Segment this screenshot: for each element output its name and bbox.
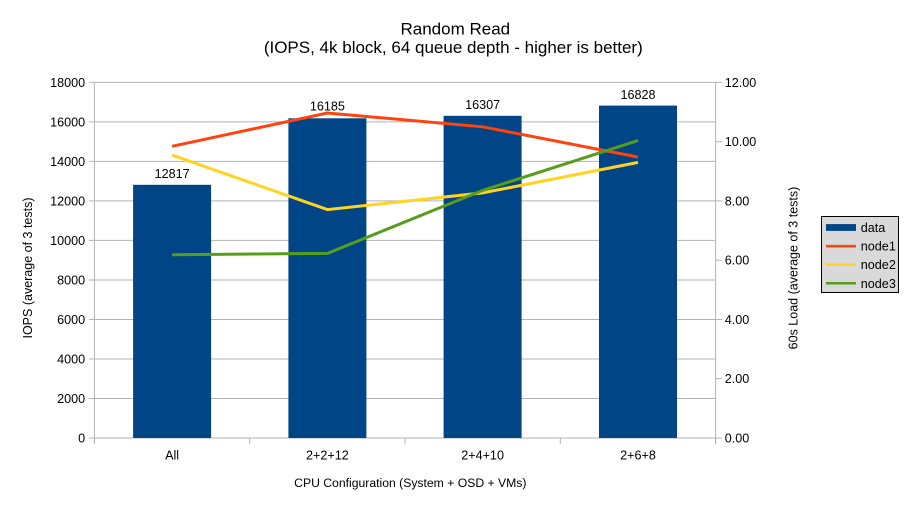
svg-text:16185: 16185 xyxy=(310,99,345,113)
svg-text:10.00: 10.00 xyxy=(725,135,757,149)
svg-text:8000: 8000 xyxy=(57,274,85,288)
svg-text:6000: 6000 xyxy=(57,313,85,327)
svg-text:2+4+10: 2+4+10 xyxy=(461,449,504,463)
svg-text:2+2+12: 2+2+12 xyxy=(306,449,349,463)
svg-text:12.00: 12.00 xyxy=(725,76,757,90)
svg-text:All: All xyxy=(165,449,179,463)
svg-text:4000: 4000 xyxy=(57,353,85,367)
svg-text:60s Load (average of 3 tests): 60s Load (average of 3 tests) xyxy=(786,187,800,350)
svg-text:12000: 12000 xyxy=(50,194,85,208)
svg-text:16828: 16828 xyxy=(620,88,655,102)
svg-text:2.00: 2.00 xyxy=(725,372,750,386)
svg-text:2000: 2000 xyxy=(57,392,85,406)
svg-text:IOPS (average of 3 tests): IOPS (average of 3 tests) xyxy=(21,197,35,338)
svg-text:0.00: 0.00 xyxy=(725,432,750,446)
svg-text:18000: 18000 xyxy=(50,76,85,90)
svg-text:node2: node2 xyxy=(861,258,896,272)
svg-text:12817: 12817 xyxy=(155,167,190,181)
svg-text:6.00: 6.00 xyxy=(725,254,750,268)
svg-text:10000: 10000 xyxy=(50,234,85,248)
svg-text:node1: node1 xyxy=(861,240,896,254)
svg-text:2+6+8: 2+6+8 xyxy=(620,449,656,463)
svg-text:14000: 14000 xyxy=(50,155,85,169)
svg-text:(IOPS, 4k block, 64 queue dept: (IOPS, 4k block, 64 queue depth - higher… xyxy=(264,38,643,57)
svg-text:CPU Configuration (System + OS: CPU Configuration (System + OSD + VMs) xyxy=(294,476,526,490)
svg-text:data: data xyxy=(861,221,886,235)
svg-text:0: 0 xyxy=(78,432,85,446)
svg-text:16000: 16000 xyxy=(50,115,85,129)
svg-text:node3: node3 xyxy=(861,277,896,291)
svg-text:4.00: 4.00 xyxy=(725,313,750,327)
svg-text:Random Read: Random Read xyxy=(400,20,510,39)
svg-text:16307: 16307 xyxy=(465,98,500,112)
svg-text:8.00: 8.00 xyxy=(725,194,750,208)
